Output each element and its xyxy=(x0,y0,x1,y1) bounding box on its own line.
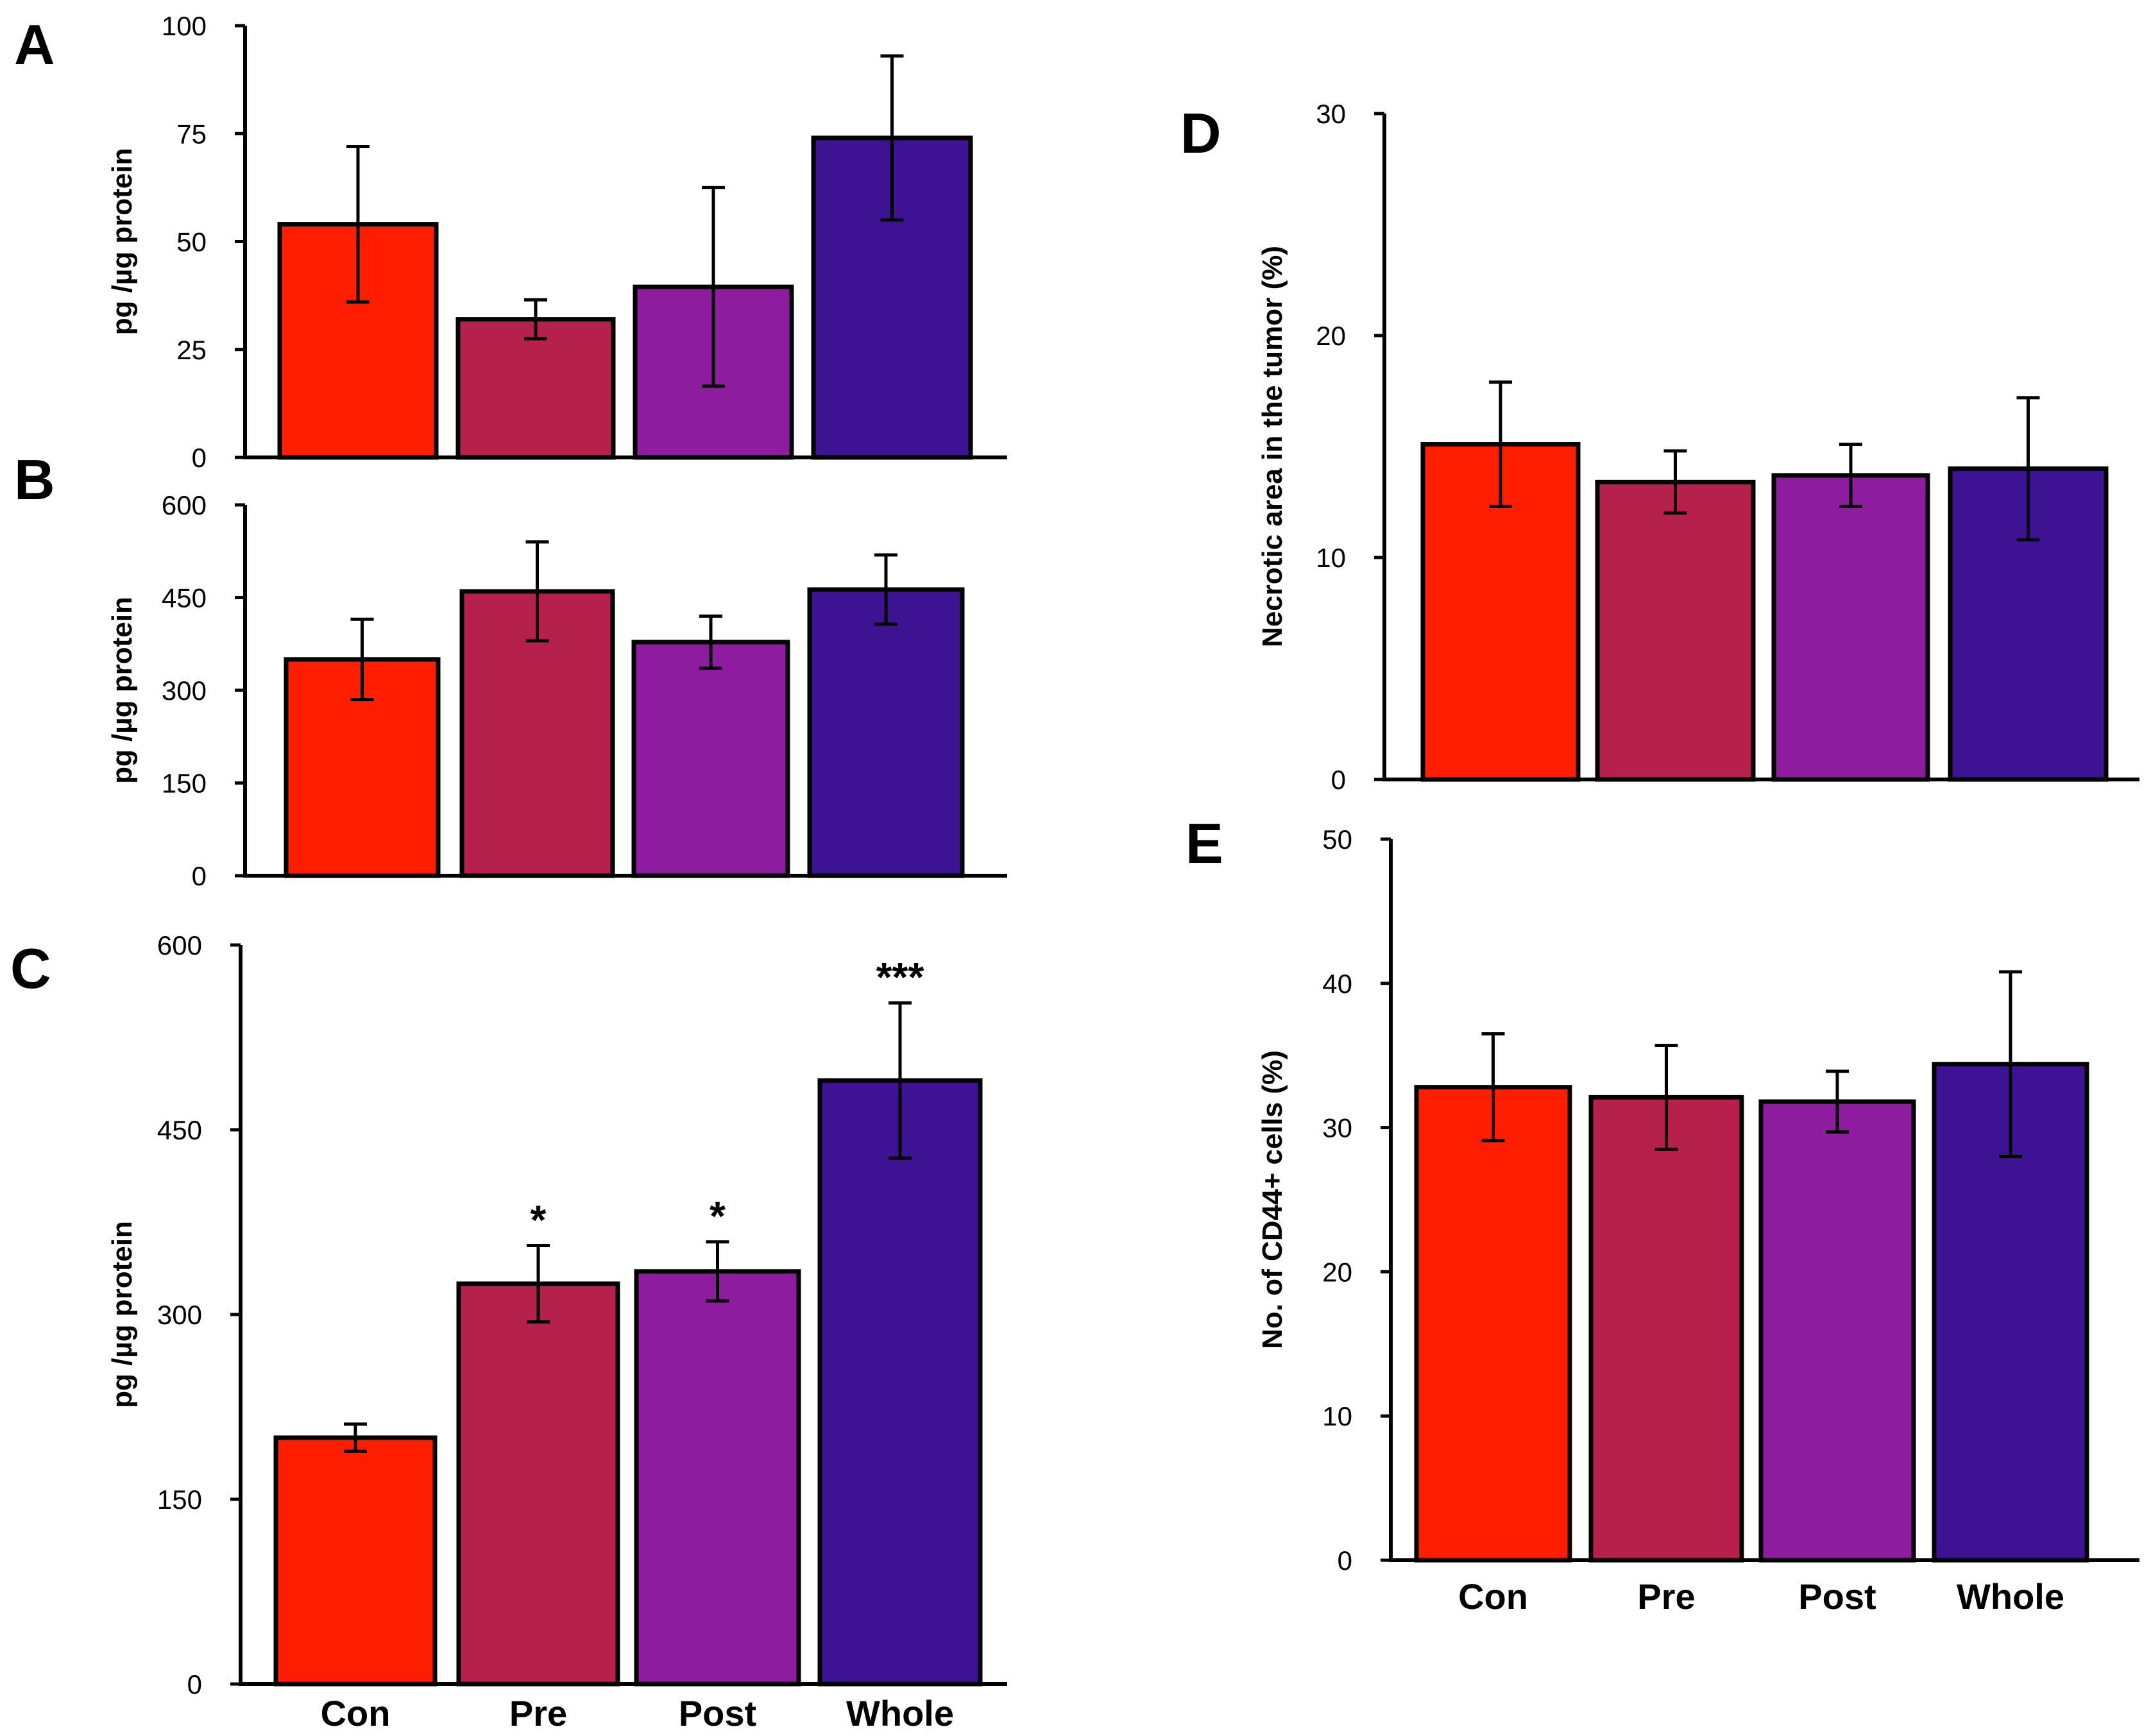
y-tick-label: 25 xyxy=(176,335,207,365)
y-tick-label: 40 xyxy=(1322,969,1352,999)
bar-post xyxy=(1758,1099,1916,1563)
bar-pre xyxy=(1588,1094,1744,1563)
bar-whole xyxy=(817,1078,983,1687)
y-axis-title: pg /µg protein xyxy=(106,1221,138,1408)
panel-e-chart: E 0 10 20 30 40 50 No. of CD44+ cells (%) Con Pre… xyxy=(1186,812,2139,1617)
bar-whole xyxy=(807,587,965,878)
panel-d-chart: D 0 10 20 30 Necrotic area in the tumor (%) xyxy=(1180,99,2139,795)
x-category-label: Post xyxy=(1798,1576,1876,1617)
panel-c-chart: C 0 150 300 450 600 pg /µg protein Con * Pre * Post… xyxy=(10,930,1007,1733)
y-tick-label: 20 xyxy=(1316,321,1346,351)
y-tick-label: 450 xyxy=(162,583,207,613)
bar-con xyxy=(273,1435,438,1687)
panel-letter-b: B xyxy=(14,448,55,511)
panel-letter-c: C xyxy=(10,937,51,1000)
panel-a-chart: A 0 25 50 75 100 pg /µg protein xyxy=(14,11,1007,473)
bar-con xyxy=(1414,1085,1572,1563)
x-category-label: Whole xyxy=(846,1693,954,1733)
y-tick-label: 0 xyxy=(1331,765,1346,795)
significance-marker: *** xyxy=(876,954,924,1000)
x-category-label: Pre xyxy=(509,1693,567,1733)
x-category-label: Whole xyxy=(1957,1576,2064,1617)
y-tick-label: 50 xyxy=(1322,824,1352,855)
panel-letter-e: E xyxy=(1186,812,1223,875)
y-axis-title: No. of CD44+ cells (%) xyxy=(1257,1050,1288,1349)
y-tick-label: 150 xyxy=(157,1485,202,1515)
y-tick-label: 0 xyxy=(192,443,207,473)
y-tick-label: 30 xyxy=(1322,1113,1352,1143)
y-tick-label: 100 xyxy=(162,11,207,41)
y-tick-label: 0 xyxy=(1338,1545,1352,1576)
bar-post xyxy=(1771,473,1930,782)
bar-pre xyxy=(1595,479,1756,782)
y-tick-label: 10 xyxy=(1322,1401,1352,1431)
y-tick-label: 150 xyxy=(162,769,207,799)
panel-b-chart: B 0 150 300 450 600 pg /µg protein xyxy=(14,448,1007,891)
y-tick-label: 50 xyxy=(176,227,207,257)
y-tick-label: 450 xyxy=(157,1115,202,1145)
y-tick-label: 20 xyxy=(1322,1257,1352,1287)
significance-marker: * xyxy=(710,1193,726,1239)
significance-marker: * xyxy=(531,1196,547,1243)
panel-letter-a: A xyxy=(14,13,55,76)
y-axis-title: pg /µg protein xyxy=(106,597,138,784)
y-tick-label: 300 xyxy=(162,676,207,706)
y-axis-title: Necrotic area in the tumor (%) xyxy=(1257,246,1288,647)
y-tick-label: 0 xyxy=(192,861,207,891)
y-tick-label: 10 xyxy=(1316,543,1346,573)
y-axis-title: pg /µg protein xyxy=(106,148,138,336)
bar-post xyxy=(631,640,790,878)
x-category-label: Post xyxy=(679,1693,756,1733)
bar-post xyxy=(634,1269,801,1687)
y-tick-label: 0 xyxy=(187,1669,202,1699)
x-category-label: Pre xyxy=(1637,1576,1695,1617)
y-tick-label: 300 xyxy=(157,1300,202,1330)
x-category-label: Con xyxy=(321,1693,391,1733)
y-tick-label: 75 xyxy=(176,119,207,149)
panel-letter-d: D xyxy=(1180,101,1221,165)
y-tick-label: 600 xyxy=(157,930,202,960)
x-category-label: Con xyxy=(1458,1576,1528,1617)
y-tick-label: 600 xyxy=(162,490,207,520)
bar-pre xyxy=(456,1281,620,1687)
y-tick-label: 30 xyxy=(1316,99,1346,129)
